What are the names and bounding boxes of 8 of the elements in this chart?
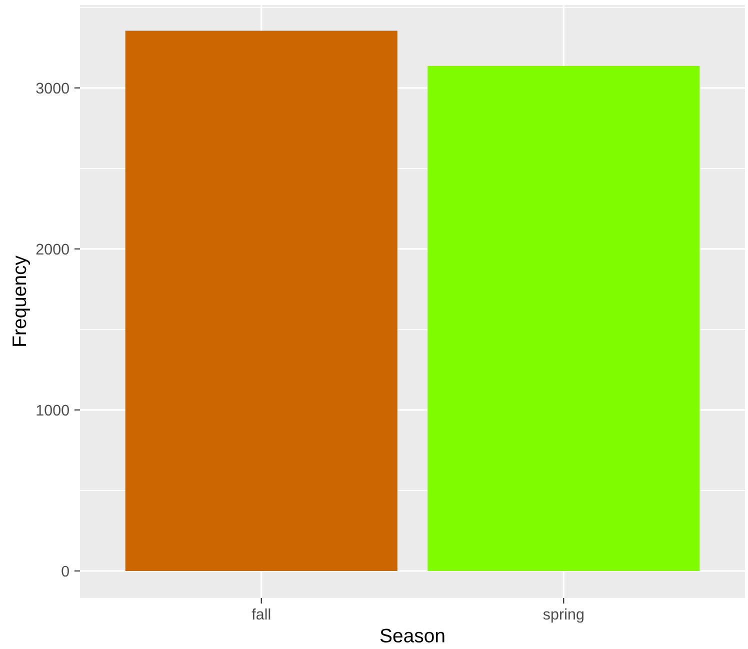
y-tick-label: 2000 (36, 244, 69, 255)
y-tick-label: 3000 (36, 82, 69, 94)
y-tick-label: 0 (62, 566, 69, 577)
y-axis-title: Frequency (12, 256, 30, 346)
x-tick-label: spring (543, 608, 584, 623)
x-axis-title: Season (380, 628, 444, 642)
x-tick-label: fall (252, 608, 270, 620)
y-tick-label: 1000 (36, 404, 69, 416)
